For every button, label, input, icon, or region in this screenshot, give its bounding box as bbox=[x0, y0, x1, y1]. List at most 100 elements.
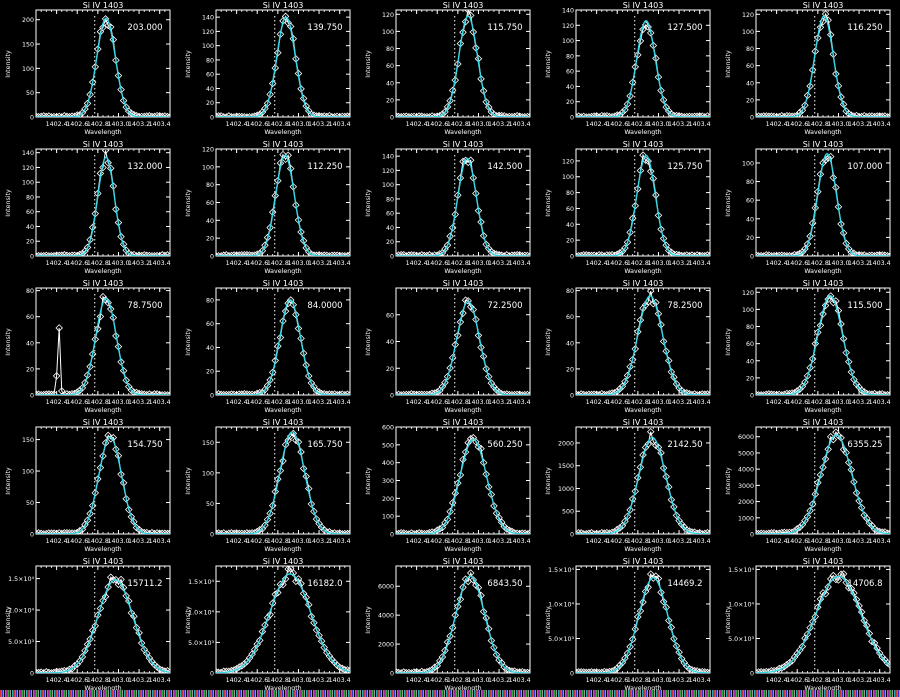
svg-text:Wavelength: Wavelength bbox=[264, 407, 301, 414]
svg-text:1402.6: 1402.6 bbox=[66, 121, 88, 128]
svg-text:Wavelength: Wavelength bbox=[624, 546, 661, 553]
svg-text:1402.6: 1402.6 bbox=[426, 677, 448, 684]
svg-text:1402.4: 1402.4 bbox=[226, 677, 248, 684]
svg-text:0: 0 bbox=[390, 671, 394, 678]
svg-text:1402.8: 1402.8 bbox=[447, 399, 469, 406]
svg-text:Intensity: Intensity bbox=[365, 50, 372, 78]
svg-text:1402.8: 1402.8 bbox=[807, 399, 829, 406]
svg-text:1402.4: 1402.4 bbox=[406, 260, 428, 267]
svg-text:60: 60 bbox=[386, 211, 394, 218]
svg-text:1402.6: 1402.6 bbox=[786, 538, 808, 545]
svg-text:80: 80 bbox=[26, 288, 34, 295]
svg-text:1.5×10⁴: 1.5×10⁴ bbox=[728, 567, 754, 574]
svg-text:20: 20 bbox=[386, 239, 394, 246]
peak-value-annotation: 2142.50 bbox=[667, 440, 702, 450]
peak-value-annotation: 107.000 bbox=[847, 162, 882, 172]
svg-text:1402.6: 1402.6 bbox=[426, 538, 448, 545]
svg-text:40: 40 bbox=[26, 340, 34, 347]
svg-text:1403.4: 1403.4 bbox=[329, 399, 351, 406]
svg-text:1403.4: 1403.4 bbox=[869, 121, 891, 128]
svg-text:Wavelength: Wavelength bbox=[84, 685, 121, 692]
svg-text:Intensity: Intensity bbox=[545, 50, 552, 78]
spectrum-panel: Si IV 1403 1402.4 1402.6 1402.8 1403.0 1403.2… bbox=[540, 139, 720, 278]
svg-text:100: 100 bbox=[382, 182, 394, 189]
panel-title: Si IV 1403 bbox=[803, 1, 844, 10]
svg-text:1403.4: 1403.4 bbox=[329, 677, 351, 684]
svg-text:40: 40 bbox=[206, 218, 214, 225]
panel-title: Si IV 1403 bbox=[263, 1, 304, 10]
svg-text:1402.6: 1402.6 bbox=[246, 399, 268, 406]
svg-text:Wavelength: Wavelength bbox=[264, 129, 301, 136]
svg-text:1403.0: 1403.0 bbox=[287, 260, 309, 267]
svg-text:1403.2: 1403.2 bbox=[128, 399, 150, 406]
svg-text:Wavelength: Wavelength bbox=[84, 546, 121, 553]
svg-text:400: 400 bbox=[382, 460, 394, 467]
spectrum-panel: Si IV 1403 1402.4 1402.6 1402.8 1403.0 1403.2… bbox=[720, 278, 900, 417]
svg-text:40: 40 bbox=[746, 358, 754, 365]
svg-text:40: 40 bbox=[206, 86, 214, 93]
svg-text:1402.8: 1402.8 bbox=[87, 121, 109, 128]
panel-title: Si IV 1403 bbox=[83, 418, 124, 427]
svg-text:1403.4: 1403.4 bbox=[509, 538, 531, 545]
svg-text:60: 60 bbox=[746, 198, 754, 205]
svg-text:1403.4: 1403.4 bbox=[509, 399, 531, 406]
svg-text:Wavelength: Wavelength bbox=[804, 407, 841, 414]
peak-value-annotation: 112.250 bbox=[307, 162, 342, 172]
svg-text:1403.2: 1403.2 bbox=[308, 260, 330, 267]
svg-text:1402.8: 1402.8 bbox=[627, 399, 649, 406]
svg-text:4000: 4000 bbox=[738, 467, 754, 474]
svg-text:100: 100 bbox=[22, 469, 34, 476]
svg-text:Wavelength: Wavelength bbox=[264, 685, 301, 692]
svg-text:20: 20 bbox=[566, 99, 574, 106]
peak-value-annotation: 6843.50 bbox=[487, 579, 522, 589]
svg-text:1402.6: 1402.6 bbox=[426, 121, 448, 128]
svg-text:20: 20 bbox=[26, 366, 34, 373]
svg-text:6000: 6000 bbox=[378, 584, 394, 591]
svg-text:Wavelength: Wavelength bbox=[264, 268, 301, 275]
spectrum-panel: Si IV 1403 1402.4 1402.6 1402.8 1403.0 1403.2… bbox=[180, 139, 360, 278]
svg-text:100: 100 bbox=[202, 470, 214, 477]
svg-text:1403.4: 1403.4 bbox=[509, 260, 531, 267]
svg-text:100: 100 bbox=[382, 29, 394, 36]
svg-text:Intensity: Intensity bbox=[725, 328, 732, 356]
svg-text:50: 50 bbox=[206, 501, 214, 508]
svg-text:1402.8: 1402.8 bbox=[267, 677, 289, 684]
svg-text:0: 0 bbox=[750, 393, 754, 400]
svg-text:100: 100 bbox=[562, 174, 574, 181]
svg-text:1403.2: 1403.2 bbox=[128, 260, 150, 267]
svg-text:Wavelength: Wavelength bbox=[624, 129, 661, 136]
svg-text:150: 150 bbox=[202, 440, 214, 447]
peak-value-annotation: 139.750 bbox=[307, 23, 342, 33]
spectrum-panel: Si IV 1403 1402.4 1402.6 1402.8 1403.0 1403.2… bbox=[0, 556, 180, 695]
svg-text:Wavelength: Wavelength bbox=[624, 685, 661, 692]
svg-text:1402.8: 1402.8 bbox=[267, 538, 289, 545]
svg-text:1402.4: 1402.4 bbox=[406, 677, 428, 684]
svg-text:Wavelength: Wavelength bbox=[84, 407, 121, 414]
svg-text:1402.8: 1402.8 bbox=[627, 121, 649, 128]
panel-title: Si IV 1403 bbox=[83, 1, 124, 10]
svg-text:Intensity: Intensity bbox=[5, 189, 12, 217]
svg-text:40: 40 bbox=[566, 340, 574, 347]
svg-text:Intensity: Intensity bbox=[185, 50, 192, 78]
spectrum-panel: Si IV 1403 1402.4 1402.6 1402.8 1403.0 1403.2… bbox=[180, 556, 360, 695]
peak-value-annotation: 115.500 bbox=[847, 301, 882, 311]
svg-text:Wavelength: Wavelength bbox=[84, 268, 121, 275]
svg-text:80: 80 bbox=[746, 179, 754, 186]
svg-text:1402.4: 1402.4 bbox=[46, 677, 68, 684]
svg-text:1402.6: 1402.6 bbox=[426, 399, 448, 406]
peak-value-annotation: 78.7500 bbox=[127, 301, 162, 311]
svg-text:1403.2: 1403.2 bbox=[128, 121, 150, 128]
svg-text:1403.2: 1403.2 bbox=[668, 677, 690, 684]
panel-title: Si IV 1403 bbox=[443, 1, 484, 10]
svg-text:1.5×10⁴: 1.5×10⁴ bbox=[548, 567, 574, 574]
svg-text:1402.8: 1402.8 bbox=[87, 677, 109, 684]
svg-text:Intensity: Intensity bbox=[365, 328, 372, 356]
svg-text:Intensity: Intensity bbox=[725, 189, 732, 217]
svg-text:100: 100 bbox=[22, 180, 34, 187]
svg-text:1403.4: 1403.4 bbox=[149, 260, 171, 267]
svg-text:Intensity: Intensity bbox=[545, 328, 552, 356]
svg-text:1403.2: 1403.2 bbox=[308, 121, 330, 128]
svg-text:50: 50 bbox=[26, 500, 34, 507]
svg-text:0: 0 bbox=[210, 532, 214, 539]
peak-value-annotation: 15711.2 bbox=[127, 579, 162, 589]
